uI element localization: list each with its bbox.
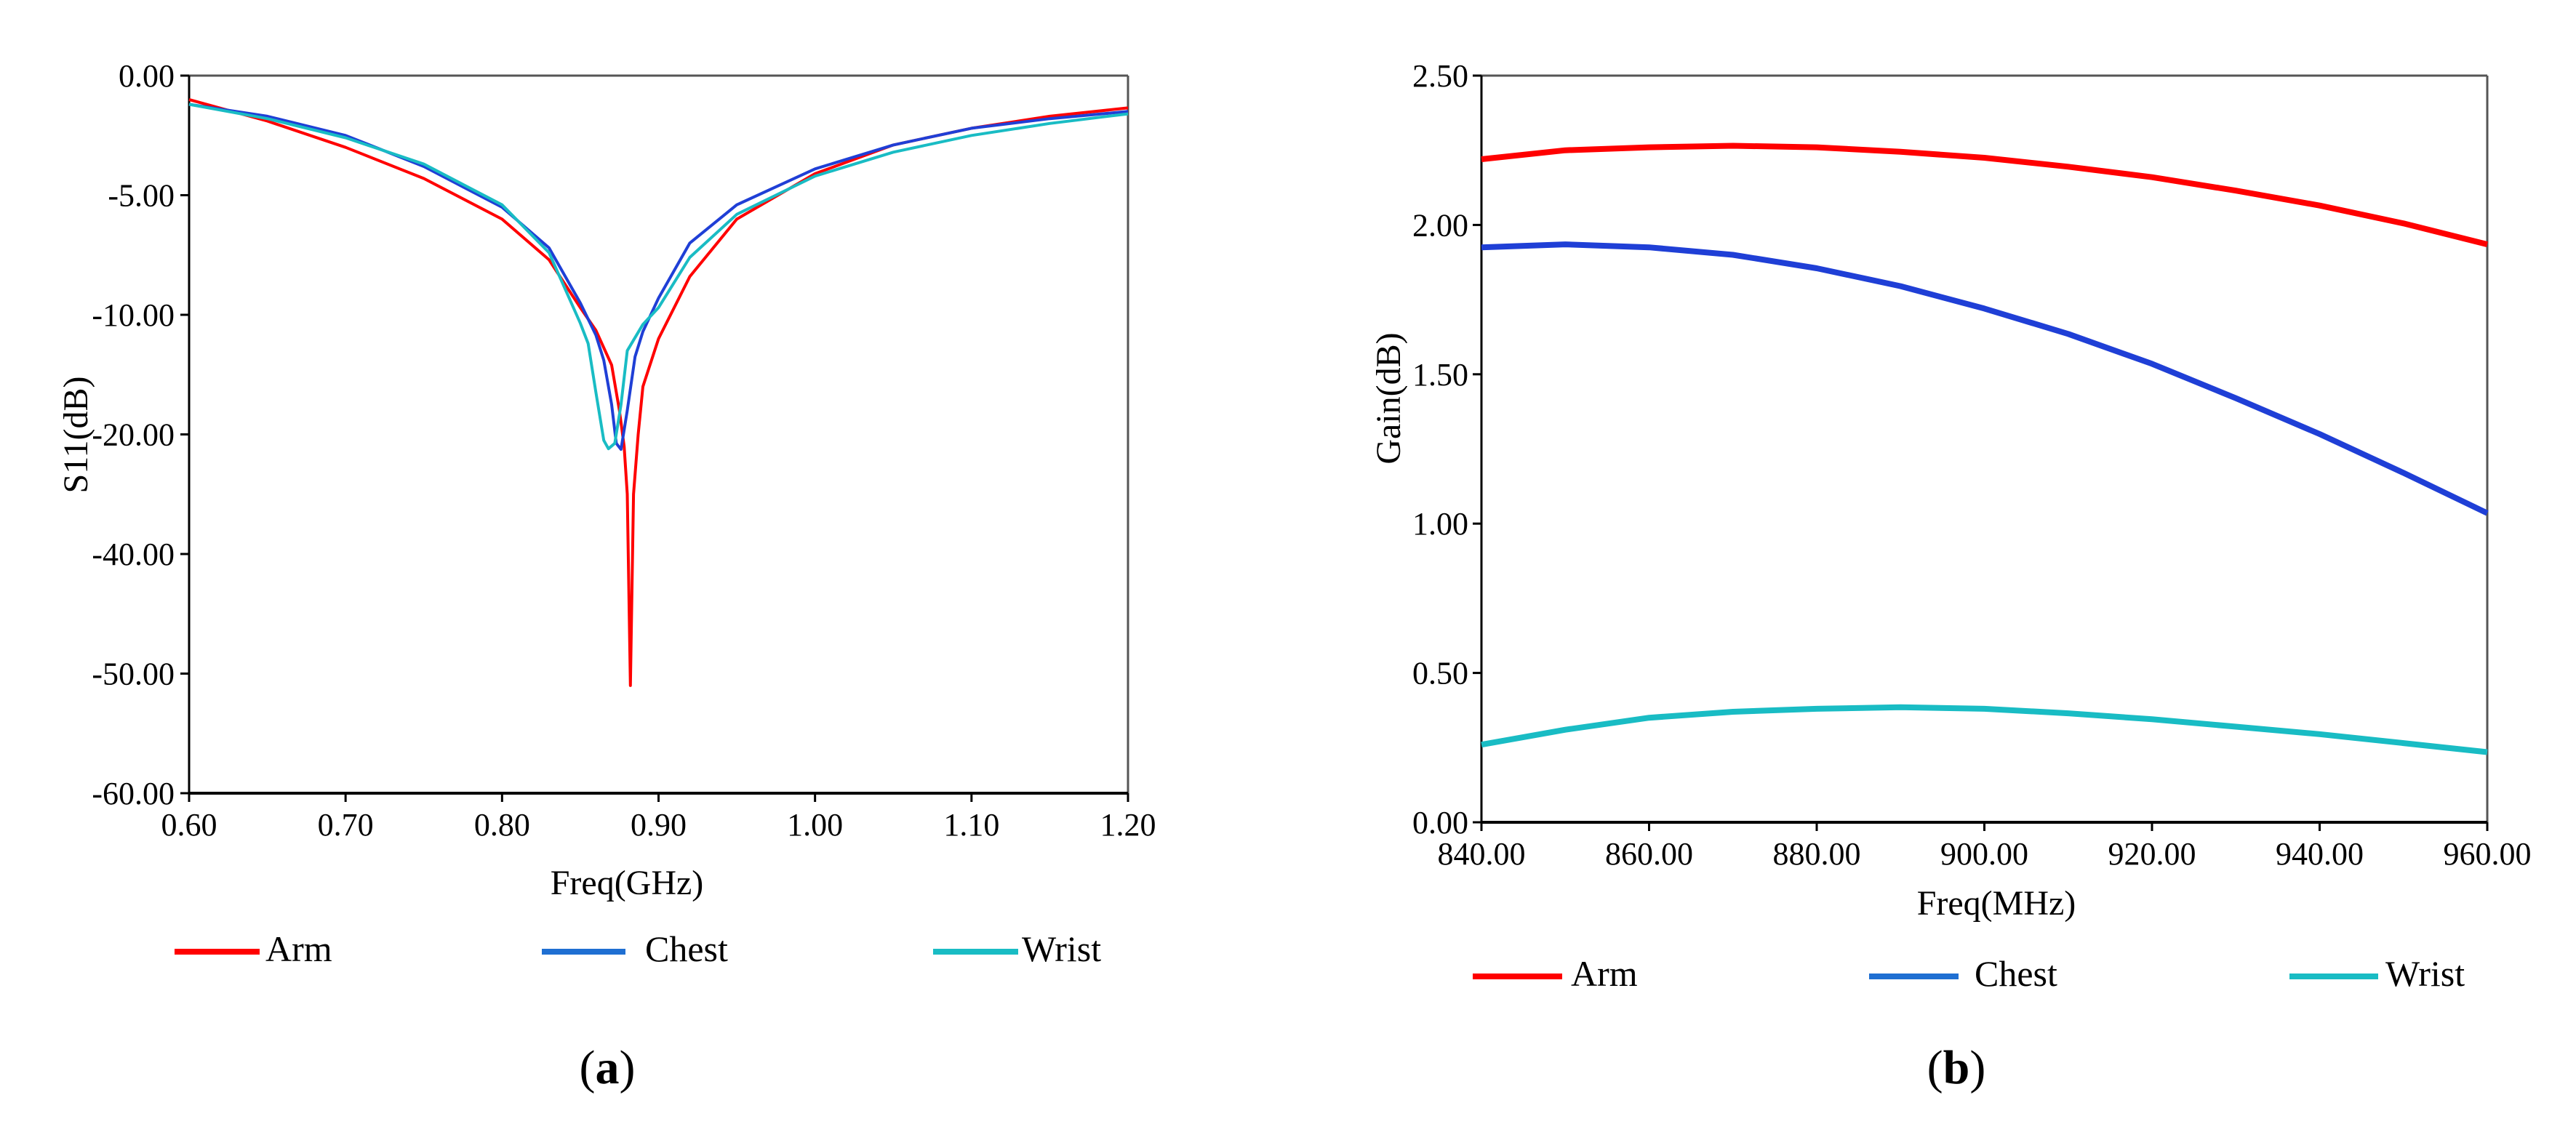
panel-a-series-line-wrist xyxy=(188,103,1129,451)
panel-a-y-tick-label: -5.00 xyxy=(108,178,175,214)
panel-b-x-tick-label: 860.00 xyxy=(1605,836,1693,872)
panel-a-caption-open: ( xyxy=(580,1041,596,1094)
panel-b-caption-open: ( xyxy=(1927,1041,1943,1094)
panel-b-gain-chart: 2.50 2.00 1.50 1.00 0.50 0.00 840.00 860.00 880… xyxy=(1369,58,2532,1094)
panel-b-series-line-chest xyxy=(1481,241,2489,516)
panel-a-x-tick-label: 0.60 xyxy=(161,807,217,843)
panel-b-y-tick-label: 1.50 xyxy=(1412,357,1468,393)
panel-a-caption: (a) xyxy=(580,1041,636,1094)
panel-a-y-tick-label: -20.00 xyxy=(92,417,175,453)
panel-a-y-tick-label: -10.00 xyxy=(92,297,175,333)
panel-b-y-axis-title: Gain(dB) xyxy=(1369,332,1408,464)
panel-b-y-tick-label: 1.00 xyxy=(1412,506,1468,542)
panel-a-legend: Arm Chest Wrist xyxy=(175,928,1101,969)
panel-b-legend-label-arm: Arm xyxy=(1571,953,1638,994)
panel-b-caption-letter: b xyxy=(1943,1041,1970,1094)
panel-a-legend-label-chest: Chest xyxy=(645,928,728,969)
panel-b-y-tick-label: 2.00 xyxy=(1412,207,1468,243)
panel-a-y-tick-label: -40.00 xyxy=(92,537,175,572)
panel-a-legend-label-wrist: Wrist xyxy=(1022,928,1101,969)
panel-a-x-tick-label: 1.10 xyxy=(943,807,999,843)
panel-a-caption-close: ) xyxy=(620,1041,636,1094)
panel-b-y-tick-label: 0.00 xyxy=(1412,805,1468,840)
panel-a-y-tick-label: 0.00 xyxy=(119,58,175,94)
panel-a-y-axis-title: S11(dB) xyxy=(57,377,95,494)
panel-a-x-axis-title: Freq(GHz) xyxy=(551,864,704,902)
panel-b-series-line-wrist xyxy=(1481,704,2488,755)
panel-a-x-tick-label: 0.80 xyxy=(474,807,530,843)
panel-a-y-tick-label: -60.00 xyxy=(92,776,175,811)
panel-b-x-axis-title: Freq(MHz) xyxy=(1917,884,2076,923)
panel-b-caption-close: ) xyxy=(1969,1041,1985,1094)
panel-a-legend-label-arm: Arm xyxy=(265,928,332,969)
panel-b-series-line-arm xyxy=(1481,142,2488,247)
panel-b-x-tick-label: 920.00 xyxy=(2108,836,2196,872)
panel-b-legend: Arm Chest Wrist xyxy=(1473,953,2465,994)
panel-a-x-tick-label: 1.00 xyxy=(787,807,843,843)
panel-a-caption-letter: a xyxy=(596,1041,620,1094)
panel-a-x-tick-label: 0.70 xyxy=(318,807,374,843)
panel-b-x-tick-label: 880.00 xyxy=(1773,836,1861,872)
panel-a-series-line-arm xyxy=(188,97,1129,687)
panel-a-x-tick-label: 1.20 xyxy=(1100,807,1156,843)
panel-b-y-tick-label: 2.50 xyxy=(1412,58,1468,94)
panel-b-x-tick-label: 840.00 xyxy=(1438,836,1526,872)
panel-a-y-tick-label: -50.00 xyxy=(92,657,175,692)
panel-b-y-tick-label: 0.50 xyxy=(1412,656,1468,691)
panel-b-caption: (b) xyxy=(1927,1041,1986,1094)
panel-a-series-line-chest xyxy=(188,103,1129,451)
panel-b-legend-label-chest: Chest xyxy=(1975,953,2057,994)
panel-a-s11-chart: 0.00-5.00-10.00-20.00-40.00-50.00-60.00 … xyxy=(57,58,1156,1094)
panel-a-x-tick-label: 0.90 xyxy=(631,807,687,843)
panel-b-x-tick-label: 960.00 xyxy=(2444,836,2532,872)
panel-b-x-tick-label: 940.00 xyxy=(2276,836,2364,872)
panel-b-x-tick-label: 900.00 xyxy=(1940,836,2028,872)
panel-b-legend-label-wrist: Wrist xyxy=(2385,953,2465,994)
